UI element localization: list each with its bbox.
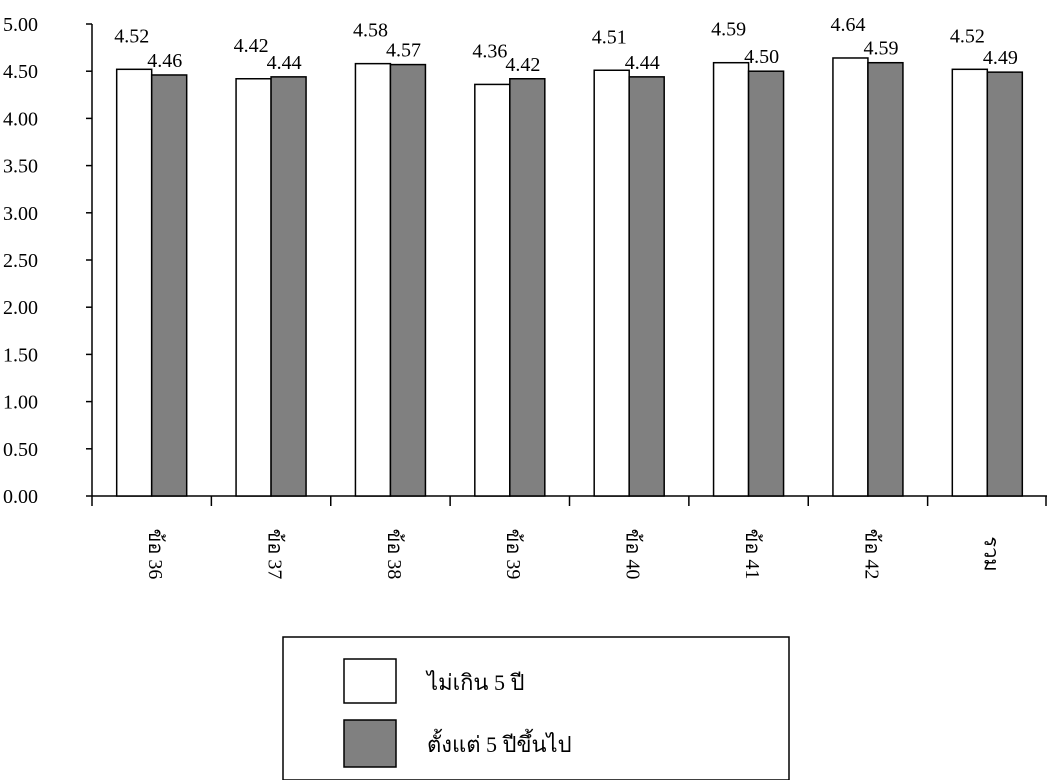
y-tick-label: 2.50 [3, 250, 38, 272]
bar-series-0-5 [593, 69, 630, 497]
category-label: ข้อ 42 [860, 529, 882, 580]
category-labels-group: ข้อ 36 ข้อ 37 ข้อ 38 ข้อ 39 ข้อ 40 ข้อ 41 ข้อ … [144, 529, 1002, 580]
data-label-series-0-8: 4.52 [950, 25, 985, 47]
legend: ไม่เกิน 5 ปี ตั้งแต่ 5 ปีขึ้นไป [282, 636, 790, 780]
y-tick-label: 1.50 [3, 344, 38, 366]
data-label-series-0-5: 4.51 [592, 26, 627, 48]
legend-label-1: ตั้งแต่ 5 ปีขึ้นไป [427, 729, 572, 757]
legend-swatch-1 [343, 719, 397, 768]
data-label-series-1-6: 4.50 [744, 46, 779, 68]
bar-series-0-6 [712, 61, 750, 497]
category-label: ข้อ 38 [383, 529, 405, 580]
bar-series-1-6 [747, 70, 785, 497]
bar-series-1-4 [509, 78, 546, 497]
category-label: ข้อ 36 [144, 529, 166, 580]
category-label: ข้อ 39 [502, 529, 524, 580]
y-tick-label: 3.00 [3, 203, 38, 225]
bar-series-0-8 [951, 68, 989, 497]
y-tick-label: 0.50 [3, 439, 38, 461]
bar-series-0-3 [354, 62, 392, 497]
data-label-series-1-4: 4.42 [505, 54, 540, 76]
data-label-series-0-7: 4.64 [830, 14, 865, 36]
bar-series-1-7 [867, 61, 904, 497]
x-axis [91, 495, 1047, 506]
y-tick-label: 3.50 [3, 156, 38, 178]
data-label-series-0-6: 4.59 [711, 19, 746, 41]
category-label: รวม [980, 536, 1002, 571]
legend-swatch-0 [343, 658, 397, 704]
data-labels-group: 4.524.464.424.444.584.57 4.364.424.514.44… [114, 14, 1018, 76]
y-tick-label: 0.00 [3, 486, 38, 508]
bar-series-1-2 [270, 76, 307, 497]
y-tick-label: 2.00 [3, 297, 38, 319]
bar-series-group [115, 57, 1024, 497]
data-label-series-1-3: 4.57 [386, 40, 421, 62]
category-label: ข้อ 40 [622, 529, 644, 580]
bar-series-0-7 [832, 57, 869, 497]
bar-series-1-3 [389, 63, 427, 497]
legend-label-0: ไม่เกิน 5 ปี [425, 670, 524, 695]
y-tick-label: 1.00 [3, 392, 38, 414]
bar-series-1-1 [150, 74, 188, 497]
data-label-series-1-1: 4.46 [147, 50, 182, 72]
data-label-series-1-7: 4.59 [863, 38, 898, 60]
data-label-series-1-8: 4.49 [983, 47, 1018, 69]
bar-series-1-8 [986, 71, 1024, 497]
y-tick-label: 5.00 [3, 14, 38, 36]
bar-series-0-2 [235, 78, 272, 497]
data-label-series-0-3: 4.58 [353, 20, 388, 42]
y-tick-label: 4.00 [3, 108, 38, 130]
category-label: ข้อ 41 [741, 529, 763, 580]
y-tick-label: 4.50 [3, 61, 38, 83]
y-axis: 0.00 0.50 1.00 1.50 2.00 2.50 3.00 3.50 4.00 4.50… [3, 14, 93, 508]
category-label: ข้อ 37 [263, 529, 285, 580]
bar-series-1-5 [628, 76, 665, 497]
bar-series-0-1 [115, 68, 153, 497]
data-label-series-0-2: 4.42 [234, 35, 269, 57]
data-label-series-1-5: 4.44 [625, 52, 660, 74]
data-label-series-1-2: 4.44 [267, 52, 302, 74]
data-label-series-0-1: 4.52 [114, 25, 149, 47]
bar-series-0-4 [474, 83, 511, 497]
data-label-series-0-4: 4.36 [472, 40, 507, 62]
